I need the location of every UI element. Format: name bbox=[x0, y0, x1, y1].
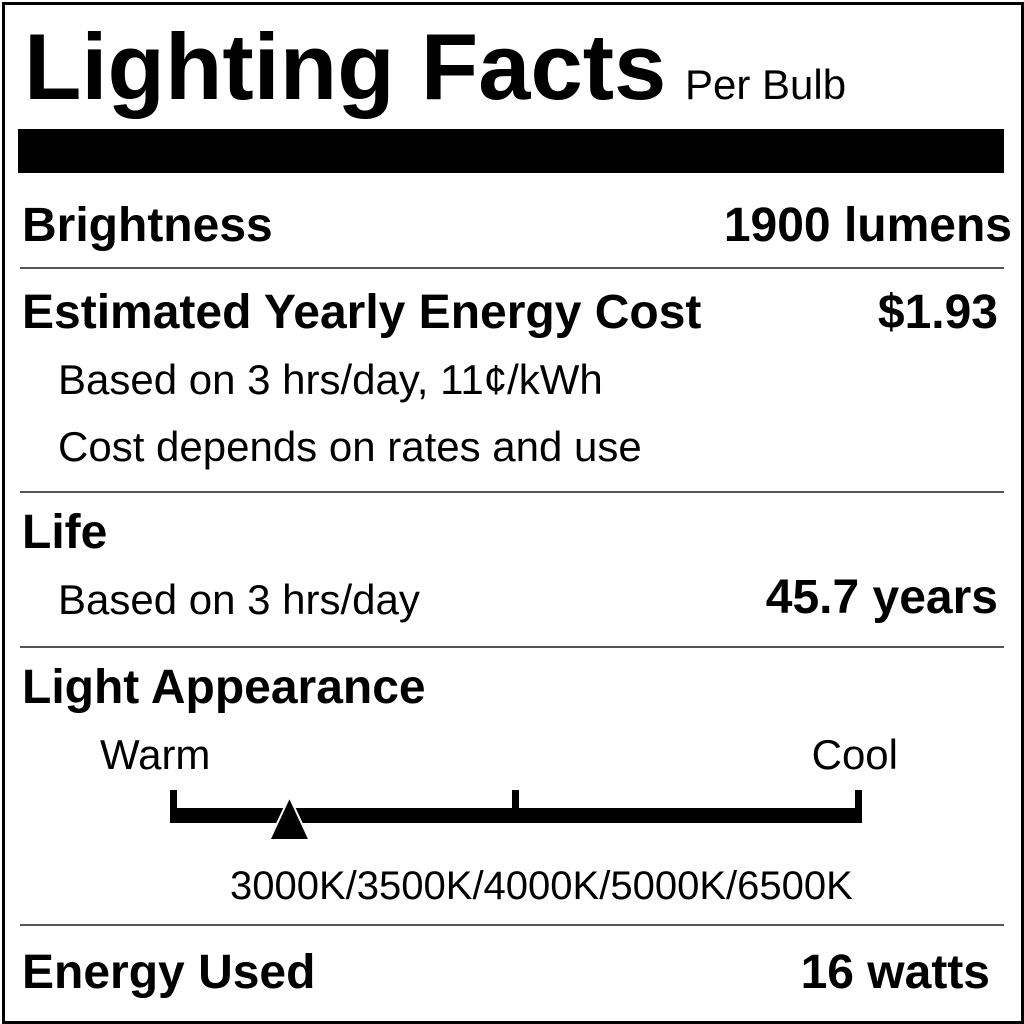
title-divider-bar bbox=[18, 129, 1004, 173]
energy-cost-note-use: Cost depends on rates and use bbox=[58, 423, 642, 470]
energy-cost-note-rates: Based on 3 hrs/day, 11¢/kWh bbox=[58, 356, 603, 403]
cool-label: Cool bbox=[811, 731, 898, 778]
energy-used-value: 16 watts bbox=[800, 946, 990, 999]
energy-cost-value: $1.93 bbox=[877, 286, 998, 339]
scale-marker-triangle-icon bbox=[267, 794, 312, 841]
label-title: Lighting Facts bbox=[24, 14, 667, 119]
scale-tick-left bbox=[170, 790, 177, 823]
life-label: Life bbox=[22, 506, 108, 559]
warm-label: Warm bbox=[100, 731, 211, 778]
divider bbox=[20, 491, 1004, 493]
energy-cost-label: Estimated Yearly Energy Cost bbox=[22, 286, 702, 339]
label-subtitle: Per Bulb bbox=[685, 61, 847, 108]
light-appearance-label: Light Appearance bbox=[22, 661, 426, 714]
divider bbox=[20, 646, 1004, 648]
scale-tick-right bbox=[855, 790, 862, 823]
life-note: Based on 3 hrs/day bbox=[58, 576, 420, 623]
color-temperature-labels: 3000K/3500K/4000K/5000K/6500K bbox=[230, 864, 853, 908]
divider bbox=[20, 267, 1004, 269]
energy-used-label: Energy Used bbox=[22, 946, 316, 999]
divider bbox=[20, 924, 1004, 926]
scale-tick-middle bbox=[512, 790, 519, 823]
brightness-value: 1900 lumens bbox=[723, 199, 1012, 252]
brightness-label: Brightness bbox=[22, 199, 273, 252]
life-value: 45.7 years bbox=[765, 571, 998, 624]
